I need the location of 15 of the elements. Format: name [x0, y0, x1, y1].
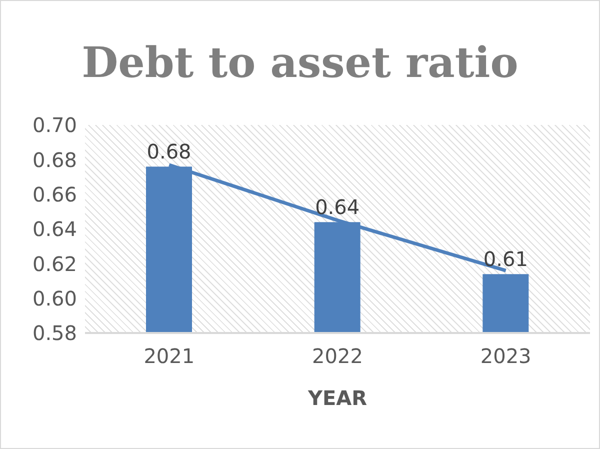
x-tick-label: 2023 — [480, 344, 532, 368]
data-label: 0.61 — [483, 247, 528, 272]
y-tick-label: 0.64 — [32, 217, 77, 242]
x-tick-label: 2021 — [144, 344, 195, 368]
y-tick-label: 0.66 — [32, 182, 77, 206]
y-tick-label: 0.58 — [32, 321, 77, 346]
x-axis-title: YEAR — [306, 386, 368, 410]
x-tick-label: 2022 — [312, 344, 363, 368]
chart-title: Debt to asset ratio — [80, 38, 520, 87]
y-tick-label: 0.60 — [32, 286, 77, 310]
y-tick-label: 0.68 — [32, 148, 77, 172]
data-label: 0.68 — [146, 140, 192, 164]
y-tick-label: 0.70 — [32, 113, 77, 138]
data-label: 0.64 — [315, 195, 360, 220]
y-tick-label: 0.62 — [32, 252, 77, 276]
